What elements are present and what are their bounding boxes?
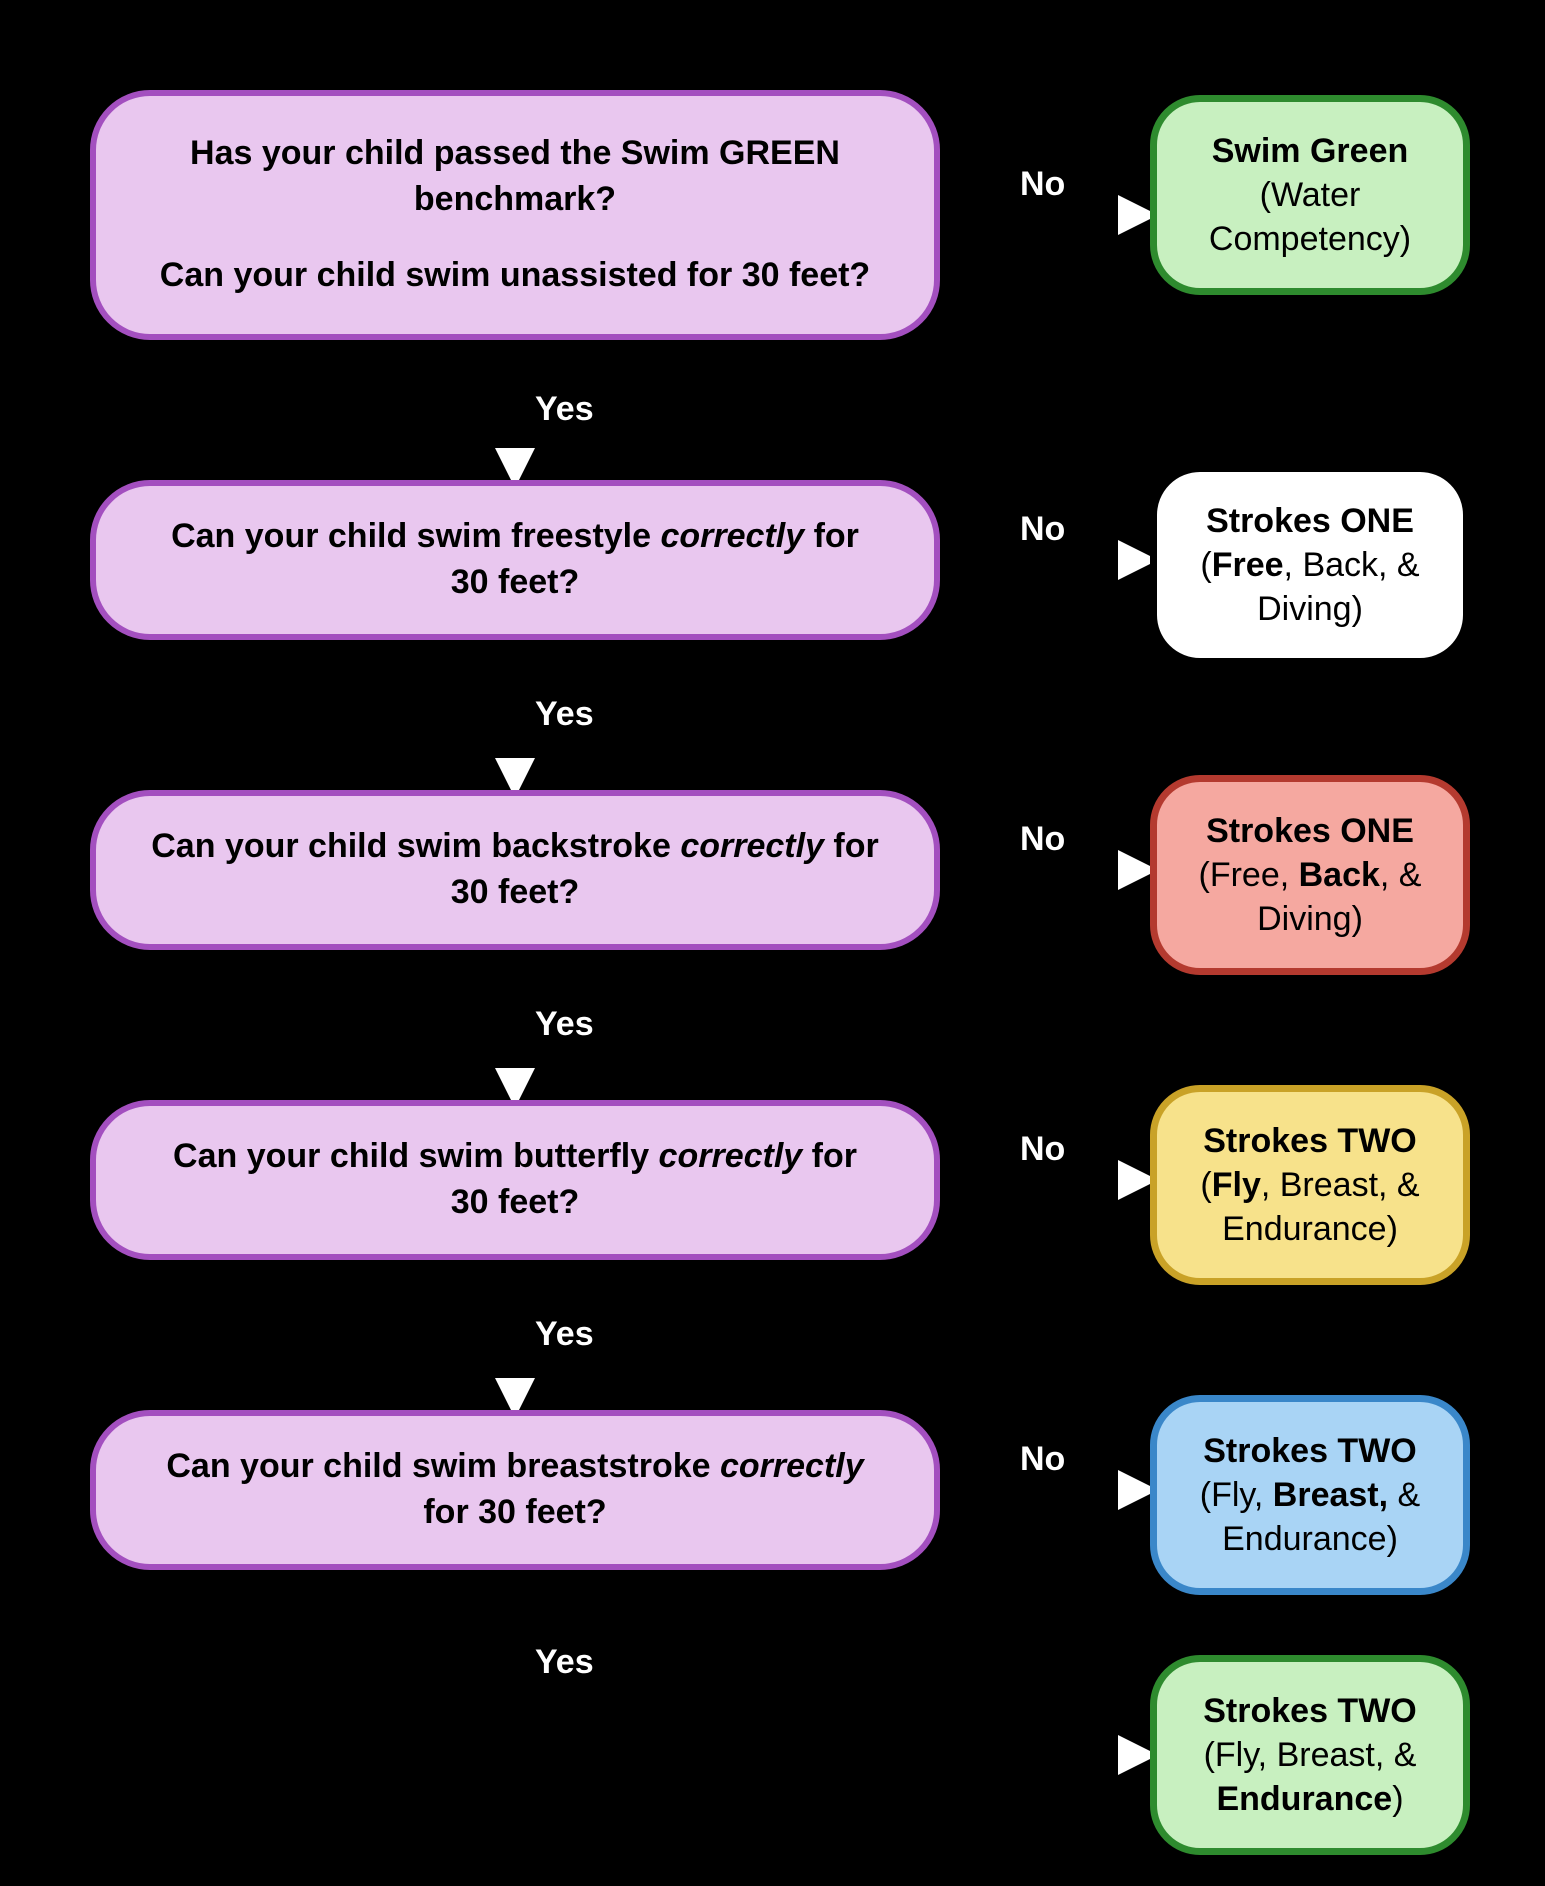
answer-title: Strokes TWO	[1203, 1119, 1416, 1163]
answer-subtitle: (Fly, Breast, & Endurance)	[1182, 1473, 1438, 1561]
edge-label: Yes	[535, 1643, 594, 1682]
answer-a5: Strokes TWO(Fly, Breast, & Endurance)	[1150, 1395, 1470, 1595]
flowchart-stage: Has your child passed the Swim GREENbenc…	[0, 0, 1545, 1886]
edge-label: No	[1020, 1130, 1065, 1169]
edge-label: No	[1020, 820, 1065, 859]
question-q4: Can your child swim butterfly correctly …	[90, 1100, 940, 1260]
answer-subtitle: (Fly, Breast, & Endurance)	[1182, 1163, 1438, 1251]
question-text: Can your child swim butterfly correctly …	[173, 1134, 857, 1180]
question-text: Can your child swim backstroke correctly…	[151, 824, 878, 870]
edge-label: No	[1020, 1440, 1065, 1479]
answer-a1: Swim Green(WaterCompetency)	[1150, 95, 1470, 295]
answer-title: Strokes TWO	[1203, 1689, 1416, 1733]
question-text: Has your child passed the Swim GREEN	[190, 131, 840, 177]
edge-label: No	[1020, 165, 1065, 204]
answer-subtitle: (Free, Back, & Diving)	[1182, 543, 1438, 631]
answer-subtitle: (Free, Back, & Diving)	[1182, 853, 1438, 941]
answer-title: Strokes ONE	[1206, 499, 1414, 543]
edge-label: No	[1020, 510, 1065, 549]
edge-label: Yes	[535, 390, 594, 429]
edge-label: Yes	[535, 1005, 594, 1044]
answer-title: Swim Green	[1212, 129, 1409, 173]
answer-title: Strokes TWO	[1203, 1429, 1416, 1473]
question-q2: Can your child swim freestyle correctly …	[90, 480, 940, 640]
answer-subtitle: (Water	[1260, 173, 1361, 217]
edge-label: Yes	[535, 695, 594, 734]
question-q5: Can your child swim breaststroke correct…	[90, 1410, 940, 1570]
answer-title: Strokes ONE	[1206, 809, 1414, 853]
question-text: Can your child swim breaststroke correct…	[166, 1444, 863, 1490]
answer-a6: Strokes TWO(Fly, Breast, & Endurance)	[1150, 1655, 1470, 1855]
question-q3: Can your child swim backstroke correctly…	[90, 790, 940, 950]
edge-label: Yes	[535, 1315, 594, 1354]
answer-a4: Strokes TWO(Fly, Breast, & Endurance)	[1150, 1085, 1470, 1285]
question-text: Can your child swim freestyle correctly …	[171, 514, 859, 560]
answer-a2: Strokes ONE(Free, Back, & Diving)	[1150, 465, 1470, 665]
answer-a3: Strokes ONE(Free, Back, & Diving)	[1150, 775, 1470, 975]
answer-subtitle: (Fly, Breast, & Endurance)	[1182, 1733, 1438, 1821]
question-q1: Has your child passed the Swim GREENbenc…	[90, 90, 940, 340]
